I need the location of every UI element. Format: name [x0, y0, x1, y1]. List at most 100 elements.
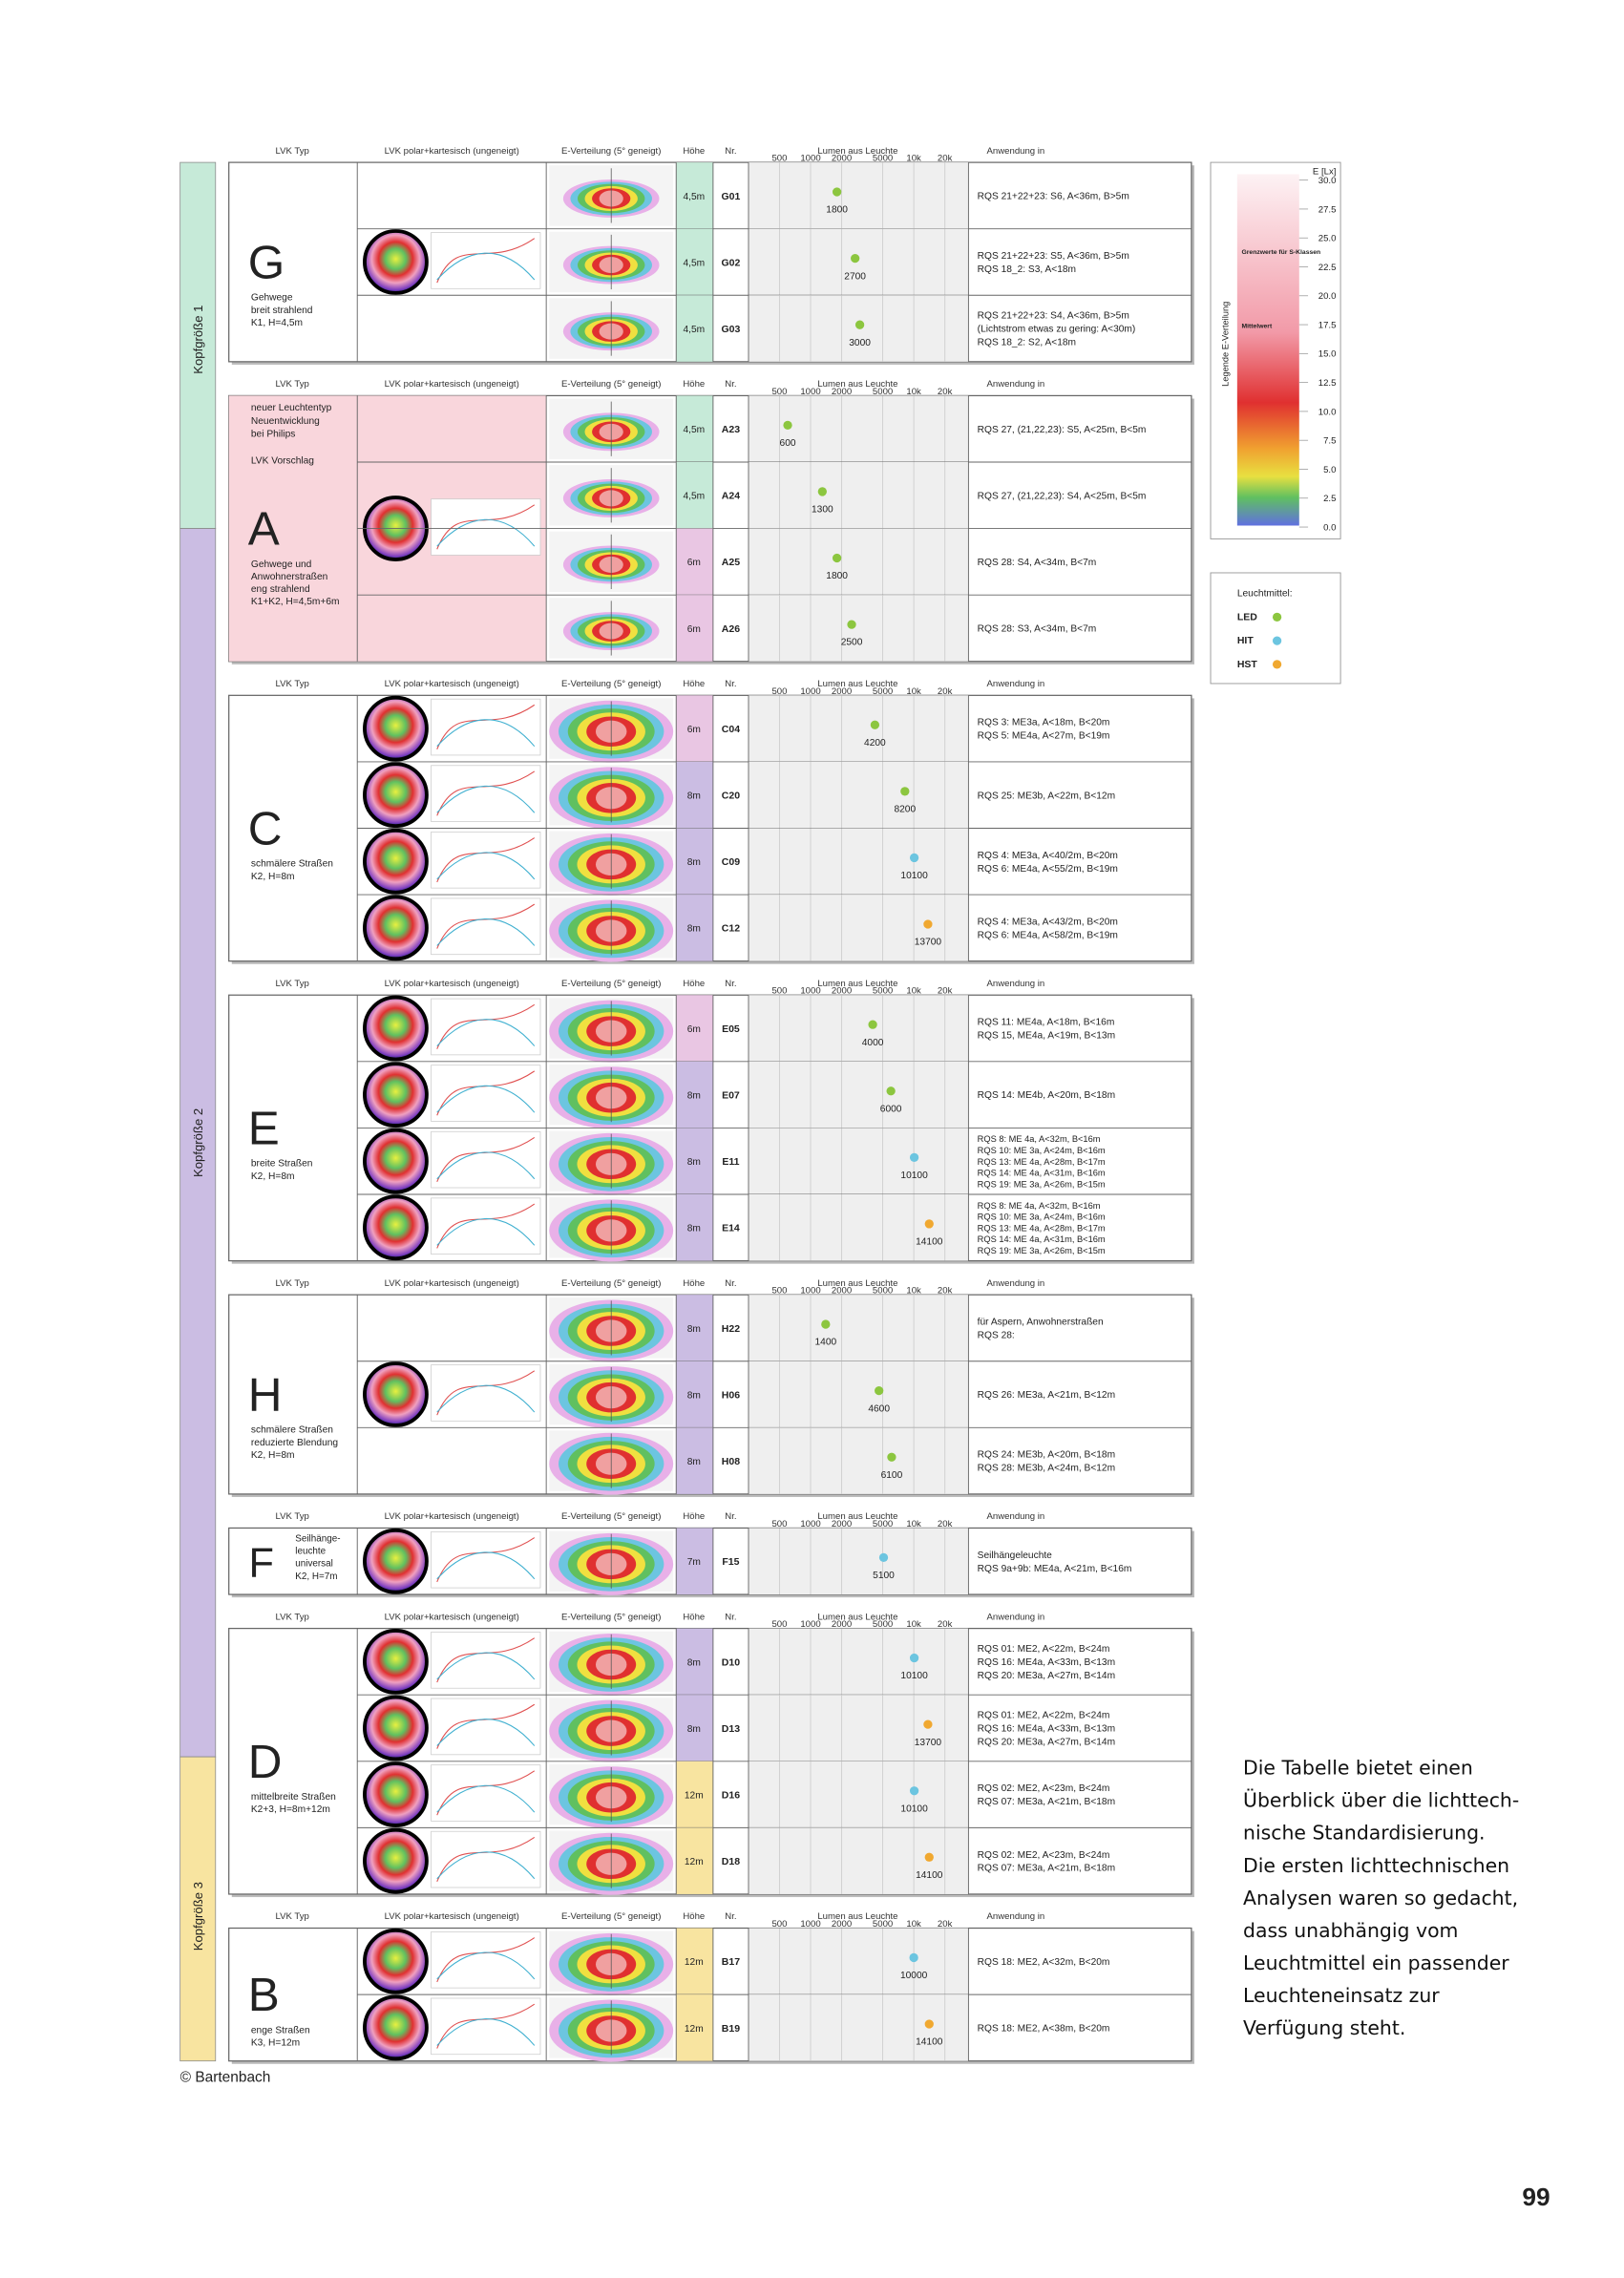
lumen-dot	[851, 253, 860, 264]
column-header: Nr.	[725, 146, 736, 157]
lumen-tick-label: 500	[771, 1919, 787, 1930]
lamp-dot	[1272, 660, 1282, 669]
type-description: leuchte	[295, 1547, 326, 1557]
column-header: LVK polar+kartesisch (ungeneigt)	[385, 1278, 519, 1289]
polar-diagram	[363, 1761, 429, 1827]
height-cell	[676, 995, 713, 1062]
height: 12m	[685, 1857, 704, 1867]
type-letter: E	[248, 1102, 280, 1154]
lumen-dot	[783, 420, 792, 430]
height-cell	[676, 462, 713, 529]
cartesian-diagram	[431, 1065, 541, 1122]
lumen-dot	[900, 787, 910, 796]
height: 8m	[687, 1157, 701, 1168]
lumen-label: 13700	[915, 938, 942, 948]
column-header: Lumen aus Leuchte	[817, 1612, 897, 1622]
height-cell	[676, 295, 713, 362]
application: RQS 26: ME3a, A<21m, B<12m	[978, 1390, 1115, 1401]
lumen-tick-label: 1000	[800, 686, 820, 697]
lumen-tick-label: 1000	[800, 387, 820, 397]
application: RQS 21+22+23: S4, A<36m, B>5m	[978, 311, 1129, 322]
column-header: E-Verteilung (5° geneigt)	[561, 1278, 661, 1289]
lumen-label: 14100	[916, 1237, 943, 1248]
application: für Aspern, Anwohnerstraßen	[978, 1318, 1104, 1328]
lumen-tick-label: 10k	[906, 1519, 921, 1529]
height-cell	[676, 1360, 713, 1428]
application: RQS 18: ME2, A<38m, B<20m	[978, 2023, 1110, 2034]
legend-tick-label: 27.5	[1318, 204, 1337, 215]
height-cell	[676, 228, 713, 296]
type-description: Seilhänge-	[295, 1533, 340, 1544]
lumen-tick-label: 10k	[906, 1919, 921, 1930]
lumen-cell	[749, 1827, 969, 1894]
lumen-tick-label: 5000	[873, 154, 893, 164]
luminaire-nr: B19	[722, 2023, 740, 2035]
cartesian-diagram	[431, 498, 541, 556]
height-cell	[676, 1994, 713, 2061]
application: RQS 28: S4, A<34m, B<7m	[978, 558, 1097, 568]
lumen-label: 2500	[841, 638, 863, 648]
height: 7m	[687, 1557, 701, 1568]
lumen-tick-label: 5000	[873, 1286, 893, 1297]
application: RQS 24: ME3b, A<20m, B<18m	[978, 1450, 1115, 1461]
lumen-cell	[749, 462, 969, 529]
height-cell	[676, 1193, 713, 1261]
luminaire-nr: C09	[722, 856, 740, 868]
column-header: Lumen aus Leuchte	[817, 1911, 897, 1922]
lumen-cell	[749, 828, 969, 896]
lumen-label: 1800	[826, 571, 848, 581]
lumen-tick-label: 2000	[832, 1619, 852, 1630]
cartesian-curve	[436, 1851, 536, 1880]
height: 8m	[687, 1324, 701, 1335]
legend-tick-label: 12.5	[1318, 378, 1337, 389]
height-cell	[676, 162, 713, 229]
legend-tick-label: 17.5	[1318, 320, 1337, 330]
height: 4,5m	[683, 425, 705, 435]
lumen-tick-label: 10k	[906, 154, 921, 164]
type-letter: B	[248, 1969, 280, 2021]
column-header: Höhe	[683, 1612, 705, 1622]
cartesian-curve	[436, 1384, 536, 1413]
legend-tick-label: 20.0	[1318, 291, 1337, 302]
size-bar-label: Kopfgröße 1	[191, 306, 205, 374]
column-header: LVK Typ	[276, 1911, 309, 1922]
application: RQS 8: ME 4a, A<32m, B<16m	[978, 1134, 1101, 1144]
lumen-dot	[909, 1653, 919, 1663]
height-cell	[676, 1628, 713, 1696]
type-description: K2, H=7m	[295, 1571, 337, 1582]
lamp-name: HIT	[1237, 635, 1255, 646]
height-cell	[676, 761, 713, 829]
cartesian-diagram	[431, 1130, 541, 1189]
lumen-tick-label: 2000	[832, 986, 852, 997]
height-cell	[676, 528, 713, 596]
type-description: Gehwege	[251, 293, 293, 304]
application: RQS 20: ME3a, A<27m, B<14m	[978, 1671, 1115, 1681]
application: RQS 3: ME3a, A<18m, B<20m	[978, 718, 1110, 728]
cartesian-diagram	[431, 1197, 541, 1255]
lumen-tick-label: 20k	[938, 686, 953, 697]
lumen-tick-label: 20k	[938, 1286, 953, 1297]
luminaire-nr: H22	[722, 1323, 740, 1335]
application: RQS 01: ME2, A<22m, B<24m	[978, 1644, 1110, 1655]
cartesian-diagram	[431, 698, 541, 756]
legend-tick-label: 15.0	[1318, 349, 1337, 360]
column-header: Höhe	[683, 1278, 705, 1289]
luminaire-nr: A23	[722, 424, 740, 435]
type-description: breit strahlend	[251, 306, 313, 316]
application: RQS 18: ME2, A<32m, B<20m	[978, 1957, 1110, 1968]
height: 12m	[685, 2024, 704, 2035]
lumen-cell	[749, 528, 969, 596]
lumen-tick-label: 2000	[832, 1519, 852, 1529]
legend-label: Mittelwert	[1241, 323, 1272, 329]
lumen-dot	[923, 1719, 933, 1729]
height: 4,5m	[683, 492, 705, 502]
luminaire-nr: A26	[722, 623, 740, 635]
application: RQS 20: ME3a, A<27m, B<14m	[978, 1737, 1115, 1747]
lumen-label: 10100	[900, 1671, 928, 1681]
lumen-tick-label: 5000	[873, 686, 893, 697]
cartesian-diagram	[431, 1764, 541, 1822]
lumen-dot	[854, 320, 865, 329]
lumen-label: 4600	[868, 1403, 890, 1414]
application: RQS 14: ME 4a, A<31m, B<16m	[978, 1169, 1106, 1178]
